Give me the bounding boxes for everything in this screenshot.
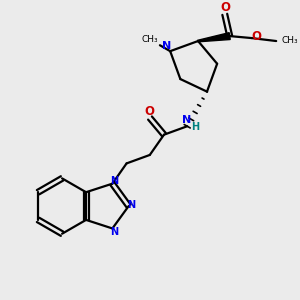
Text: H: H <box>191 122 199 132</box>
Text: N: N <box>128 200 136 210</box>
Text: N: N <box>110 227 118 237</box>
Text: CH₃: CH₃ <box>282 35 298 44</box>
Text: N: N <box>110 176 118 186</box>
Text: O: O <box>221 1 231 14</box>
Text: N: N <box>182 115 191 125</box>
Text: CH₃: CH₃ <box>142 35 158 44</box>
Text: O: O <box>251 30 261 43</box>
Text: N: N <box>162 41 171 51</box>
Polygon shape <box>198 33 230 42</box>
Text: O: O <box>144 105 154 118</box>
